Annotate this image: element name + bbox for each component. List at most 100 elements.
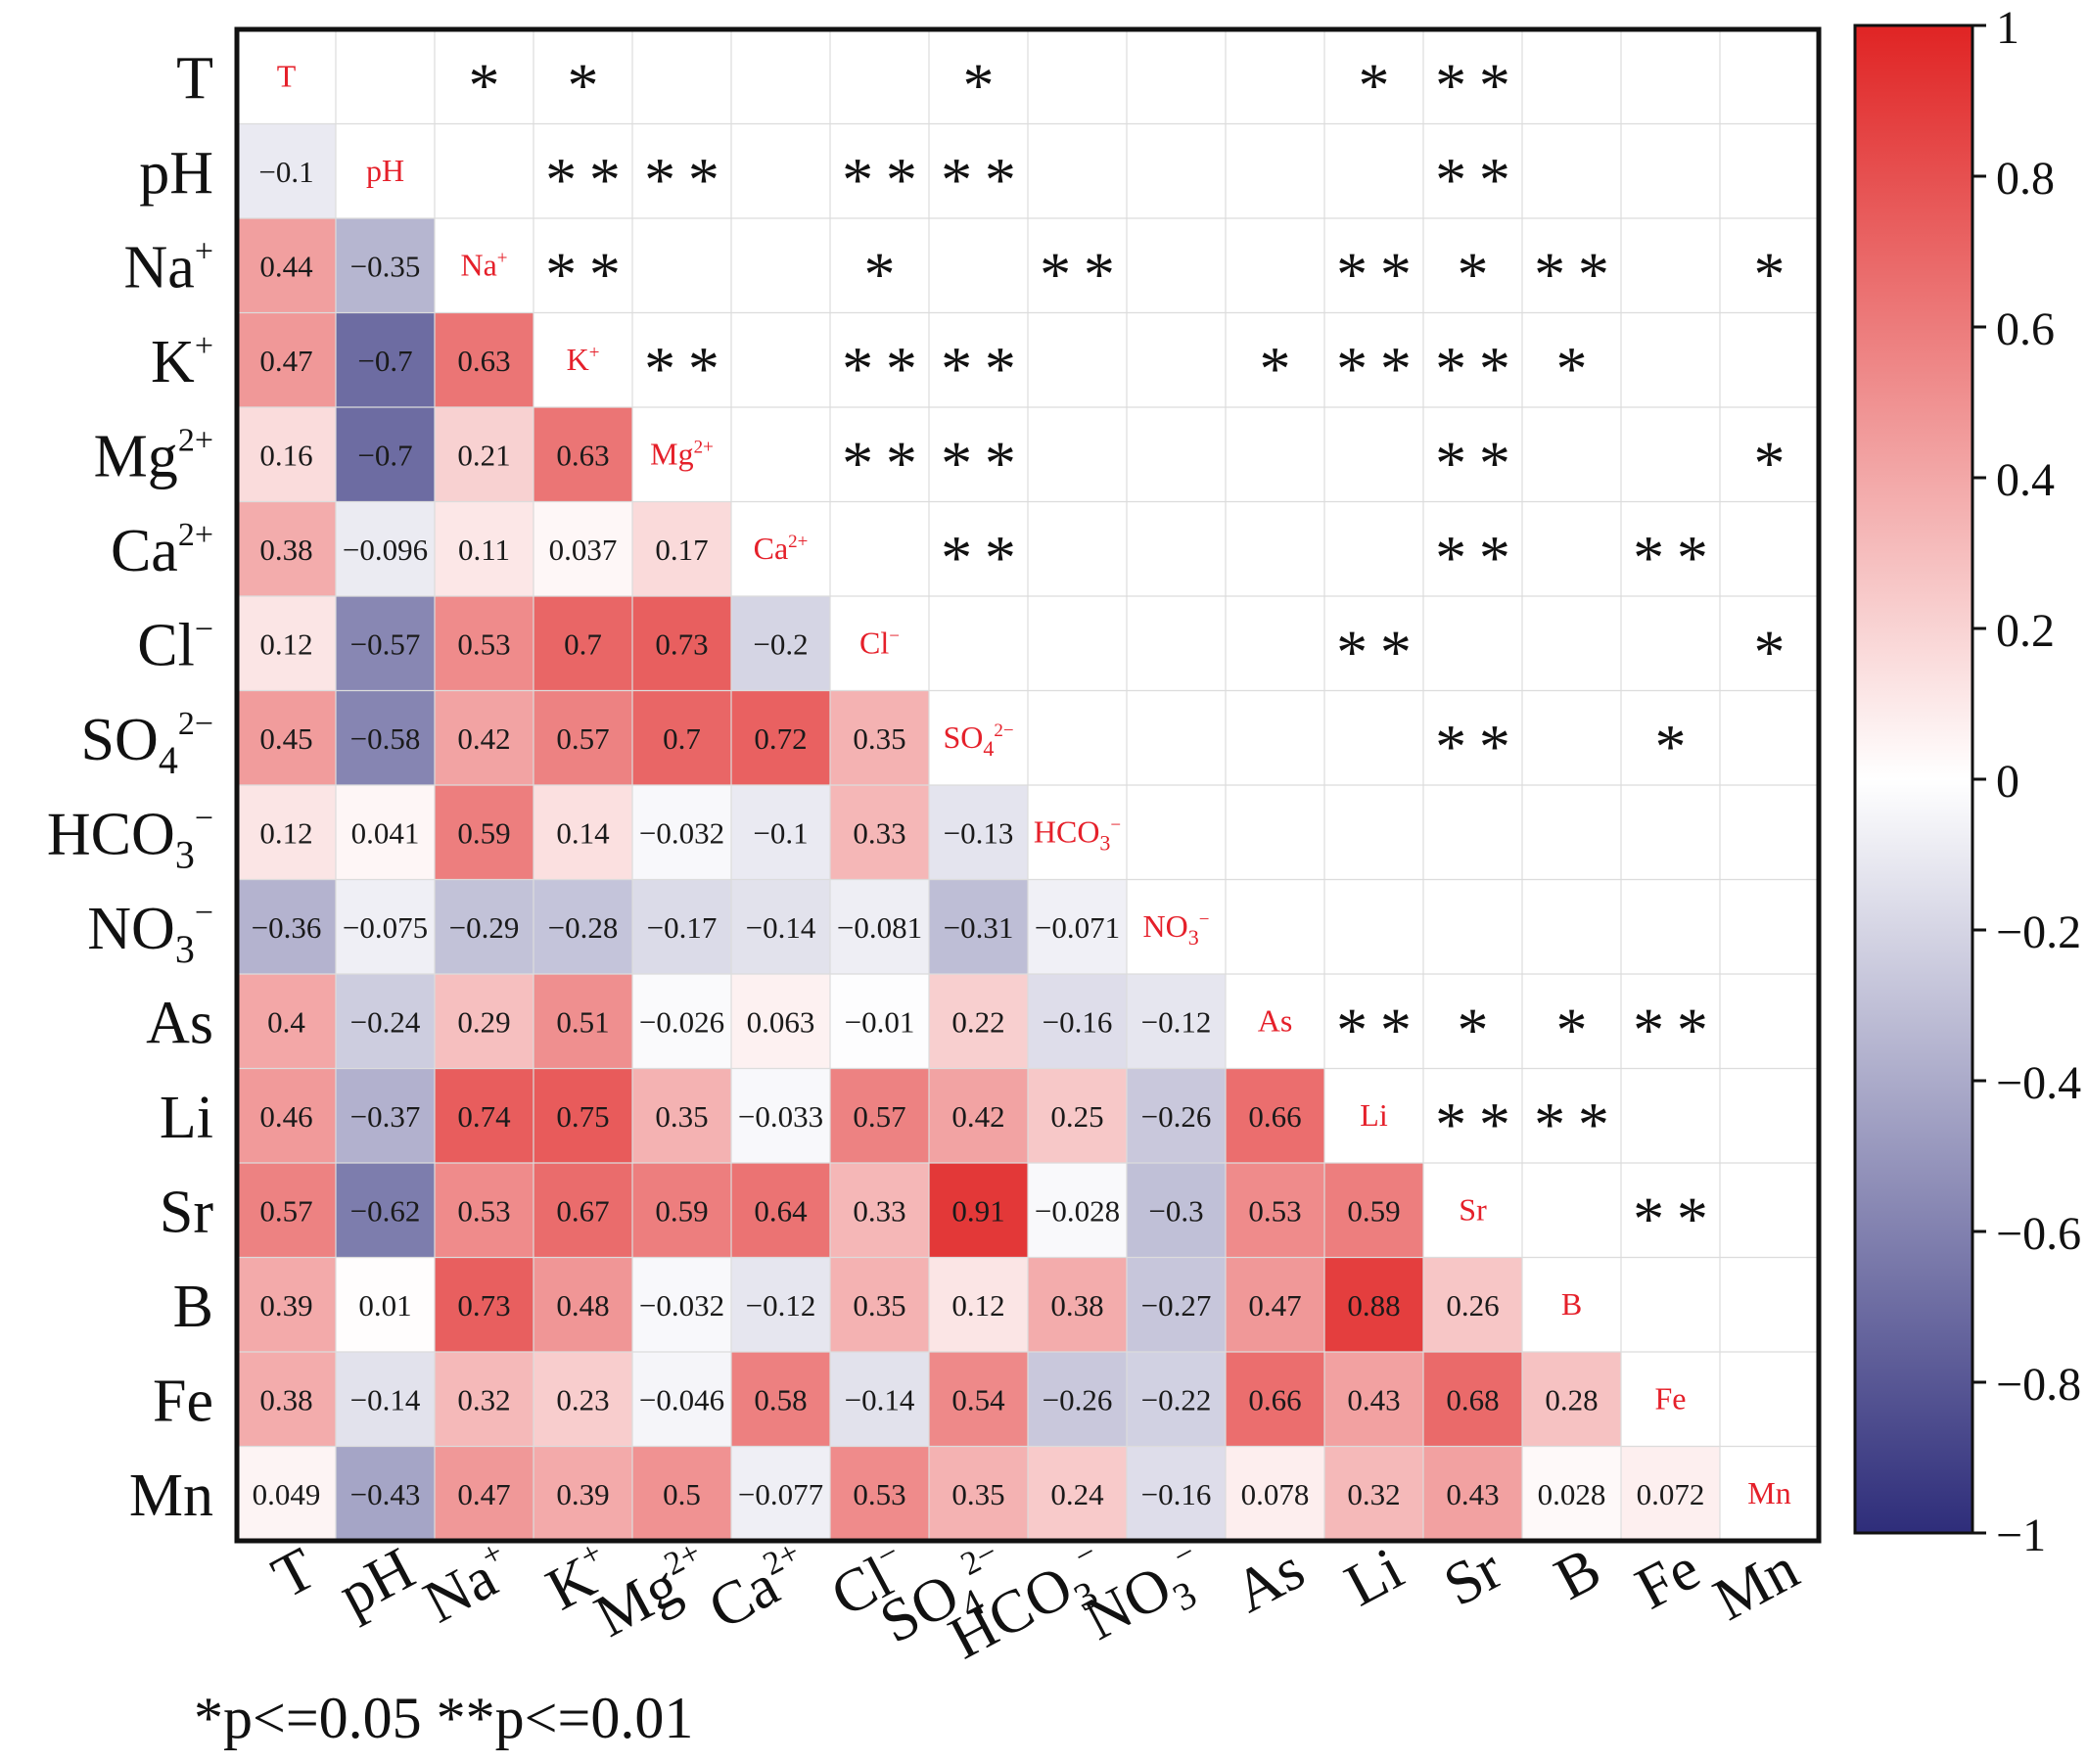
cell-value-label: 0.88 — [1347, 1288, 1400, 1323]
heatmap-frame — [234, 26, 1822, 1544]
heatmap-cell — [237, 1163, 337, 1259]
cell-value-label: −0.046 — [639, 1382, 724, 1416]
heatmap-cell — [336, 407, 436, 503]
heatmap-cell — [1522, 407, 1622, 503]
cell-value-label: −0.3 — [1148, 1193, 1203, 1228]
significance-mark: * * — [1633, 1184, 1708, 1253]
heatmap-cell — [533, 123, 633, 219]
cell-value-label: 0.33 — [853, 815, 905, 850]
cell-value-label: 0.46 — [259, 1099, 312, 1134]
heatmap-cell — [929, 407, 1029, 503]
colorbar-tick-label: 1 — [1996, 2, 2019, 54]
heatmap-cell — [336, 1352, 436, 1448]
heatmap-cell — [929, 785, 1029, 881]
row-axis-label: Sr — [160, 1179, 213, 1245]
heatmap-cell — [1226, 879, 1325, 975]
significance-mark: * — [1458, 995, 1489, 1064]
heatmap-cell — [1423, 1257, 1523, 1353]
heatmap-cell — [632, 1068, 732, 1164]
heatmap-cell — [1522, 29, 1622, 125]
heatmap-cell — [929, 1352, 1029, 1448]
heatmap-cell — [336, 1257, 436, 1353]
heatmap-cell — [830, 312, 930, 408]
heatmap-cell — [1324, 501, 1424, 597]
heatmap-cell — [929, 123, 1029, 219]
heatmap-cell — [336, 312, 436, 408]
heatmap-cell — [632, 29, 732, 125]
cell-value-label: 0.32 — [1347, 1477, 1400, 1511]
diagonal-variable-label: Sr — [1459, 1191, 1487, 1227]
cell-value-label: 0.73 — [655, 627, 708, 661]
diagonal-variable-label: Li — [1360, 1097, 1388, 1133]
heatmap-cell — [1522, 1163, 1622, 1259]
significance-footnote: *p<=0.05 **p<=0.01 — [194, 1686, 693, 1750]
heatmap-cell — [1423, 596, 1523, 692]
row-axis-label: Na+ — [124, 233, 213, 301]
heatmap-cell — [1423, 879, 1523, 975]
row-axis-label: T — [176, 45, 213, 112]
heatmap-cell — [336, 974, 436, 1070]
heatmap-cell — [1127, 785, 1227, 881]
cell-value-label: 0.049 — [253, 1477, 321, 1511]
heatmap-cell — [237, 218, 337, 314]
heatmap-grid — [237, 29, 1819, 1541]
heatmap-cells — [237, 29, 1820, 1542]
heatmap-cell — [1423, 785, 1523, 881]
heatmap-cell — [1324, 1163, 1424, 1259]
heatmap-cell — [435, 690, 534, 786]
heatmap-cell — [632, 501, 732, 597]
heatmap-cell — [632, 218, 732, 314]
diagonal-variable-label: HCO3−​ — [1034, 813, 1121, 855]
heatmap-cell — [533, 1163, 633, 1259]
heatmap-cell — [1028, 1257, 1128, 1353]
heatmap-cell — [1127, 1352, 1227, 1448]
heatmap-cell — [1127, 29, 1227, 125]
cell-value-label: −0.077 — [738, 1477, 823, 1511]
cell-value-label: −0.27 — [1141, 1288, 1212, 1323]
cell-value-label: 0.43 — [1347, 1382, 1400, 1416]
colorbar-tick-label: 0.8 — [1996, 153, 2055, 205]
heatmap-cell — [929, 1068, 1029, 1164]
heatmap-cell — [830, 879, 930, 975]
cell-value-label: 0.39 — [556, 1477, 609, 1511]
cell-value-label: 0.32 — [457, 1382, 510, 1416]
heatmap-cell — [731, 312, 831, 408]
heatmap-cell — [237, 785, 337, 881]
heatmap-cell — [830, 1163, 930, 1259]
significance-mark: * * — [545, 145, 621, 214]
heatmap-cell — [1621, 123, 1721, 219]
significance-mark: * * — [1336, 334, 1412, 403]
row-axis-label: NO3−​ — [87, 895, 213, 971]
heatmap-cell — [533, 1446, 633, 1542]
cell-value-label: −0.081 — [837, 910, 922, 945]
significance-mark: * * — [1435, 145, 1510, 214]
cell-value-label: −0.26 — [1043, 1382, 1113, 1416]
heatmap-cell — [632, 1257, 732, 1353]
heatmap-cell — [1127, 312, 1227, 408]
significance-mark: * * — [941, 334, 1016, 403]
significance-mark: * * — [1534, 239, 1609, 308]
heatmap-cell — [632, 1352, 732, 1448]
diagonal-variable-label: Mn — [1747, 1475, 1790, 1510]
heatmap-cell — [830, 123, 930, 219]
heatmap-cell — [1720, 1446, 1820, 1542]
cell-value-label: 0.35 — [853, 1288, 905, 1323]
heatmap-cell — [533, 501, 633, 597]
colorbar-tick-label: −0.2 — [1996, 906, 2081, 958]
heatmap-cell — [731, 218, 831, 314]
heatmap-cell — [1028, 29, 1128, 125]
heatmap-cell — [1423, 1352, 1523, 1448]
heatmap-cell — [632, 879, 732, 975]
heatmap-cell — [1522, 501, 1622, 597]
cell-value-label: 0.48 — [556, 1288, 609, 1323]
heatmap-cell — [336, 596, 436, 692]
heatmap-cell — [929, 1257, 1029, 1353]
heatmap-cell — [1522, 1068, 1622, 1164]
row-axis-label: Mg2+ — [94, 422, 213, 489]
heatmap-cell — [1226, 1068, 1325, 1164]
heatmap-cell — [435, 123, 534, 219]
cell-value-label: 0.5 — [663, 1477, 701, 1511]
cell-value-label: −0.071 — [1035, 910, 1120, 945]
heatmap-cell — [237, 974, 337, 1070]
